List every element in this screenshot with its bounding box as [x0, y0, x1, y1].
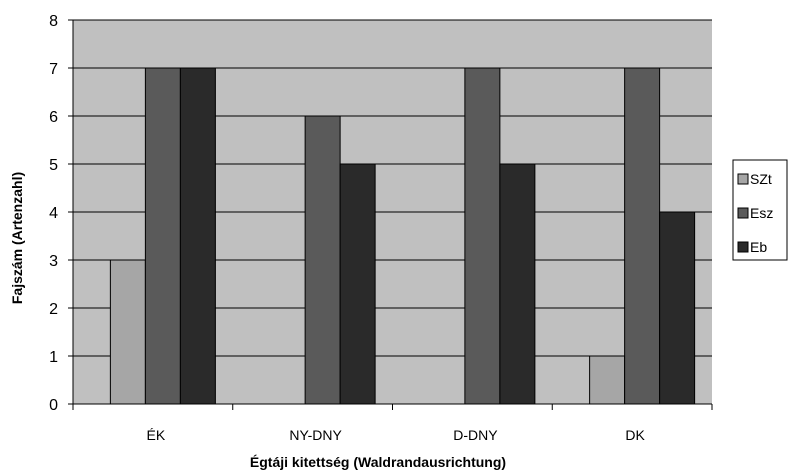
legend-label-eb: Eb: [750, 239, 767, 255]
bars: [109, 67, 696, 405]
bar-eb-3: [659, 211, 696, 405]
axes: [72, 20, 713, 410]
y-axis-title: Fajszám (Artenzahl): [9, 172, 25, 304]
y-tick-label: 6: [49, 109, 58, 126]
x-axis-title: Égtáji kitettség (Waldrandausrichtung): [250, 454, 506, 470]
legend: SZt Esz Eb: [732, 159, 788, 261]
legend-label-szt: SZt: [750, 171, 772, 187]
x-category-label: ÉK: [147, 427, 166, 443]
legend-swatch-eb: [737, 241, 749, 253]
x-category-label: DK: [625, 427, 645, 443]
bar-szt-3: [589, 355, 626, 405]
bar-esz-0: [144, 67, 181, 405]
bar-eb-0: [179, 67, 216, 405]
y-tick-label: 5: [49, 157, 58, 174]
x-category-label: D-DNY: [453, 427, 498, 443]
legend-swatch-szt: [737, 173, 749, 185]
legend-swatch-esz: [737, 207, 749, 219]
bar-esz-1: [304, 115, 341, 405]
y-tick-labels: 0 1 2 3 4 5 6 7 8: [49, 13, 58, 414]
x-category-labels: ÉK NY-DNY D-DNY DK: [147, 427, 646, 443]
y-tick-label: 0: [49, 397, 58, 414]
bar-esz-2: [464, 67, 501, 405]
y-tick-label: 8: [49, 13, 58, 30]
legend-label-esz: Esz: [750, 205, 773, 221]
bar-eb-1: [339, 163, 376, 405]
y-tick-label: 7: [49, 61, 58, 78]
bar-eb-2: [499, 163, 536, 405]
bar-szt-0: [109, 259, 146, 405]
bar-esz-3: [624, 67, 661, 405]
y-tick-label: 1: [49, 349, 58, 366]
y-tick-label: 2: [49, 301, 58, 318]
y-tick-label: 3: [49, 253, 58, 270]
y-tick-label: 4: [49, 205, 58, 222]
x-category-label: NY-DNY: [289, 427, 342, 443]
